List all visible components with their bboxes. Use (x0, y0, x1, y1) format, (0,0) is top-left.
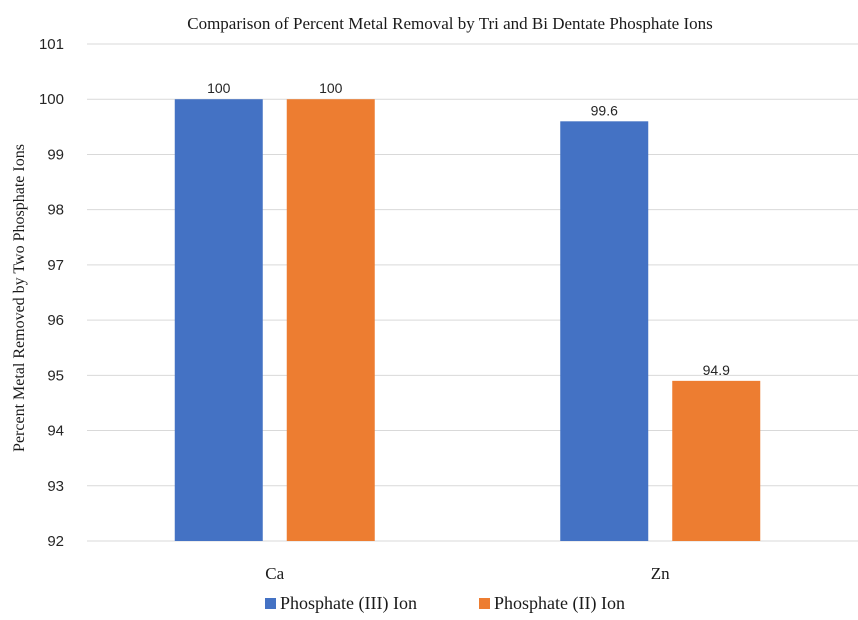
chart-title: Comparison of Percent Metal Removal by T… (187, 14, 713, 33)
legend-label: Phosphate (III) Ion (280, 593, 417, 614)
y-axis-label: Percent Metal Removed by Two Phosphate I… (11, 144, 28, 452)
y-tick-label: 94 (47, 423, 64, 440)
y-tick-label: 99 (47, 146, 64, 163)
data-label: 99.6 (591, 102, 618, 118)
legend: Phosphate (III) Ion Phosphate (II) Ion (265, 593, 625, 614)
bar (286, 99, 375, 541)
y-tick-label: 96 (47, 312, 64, 329)
legend-swatch (265, 598, 276, 609)
bar (174, 99, 263, 541)
y-tick-label: 100 (39, 91, 64, 108)
x-tick-label: Ca (265, 564, 284, 583)
legend-label: Phosphate (II) Ion (494, 593, 625, 614)
y-tick-label: 98 (47, 202, 64, 219)
y-tick-label: 92 (47, 533, 64, 550)
data-label: 100 (207, 80, 231, 96)
data-labels: 100 100 99.6 94.9 (207, 80, 730, 378)
data-label: 100 (319, 80, 343, 96)
x-tick-label: Zn (651, 564, 670, 583)
bars (174, 99, 761, 542)
data-label: 94.9 (703, 362, 730, 378)
y-tick-labels: 92 93 94 95 96 97 98 99 100 101 (39, 36, 64, 550)
bar (672, 380, 761, 541)
x-tick-labels: Ca Zn (265, 564, 670, 583)
y-tick-label: 97 (47, 257, 64, 274)
y-tick-label: 95 (47, 367, 64, 384)
y-tick-label: 93 (47, 478, 64, 495)
legend-swatch (479, 598, 490, 609)
y-tick-label: 101 (39, 36, 64, 53)
bar (560, 121, 649, 542)
